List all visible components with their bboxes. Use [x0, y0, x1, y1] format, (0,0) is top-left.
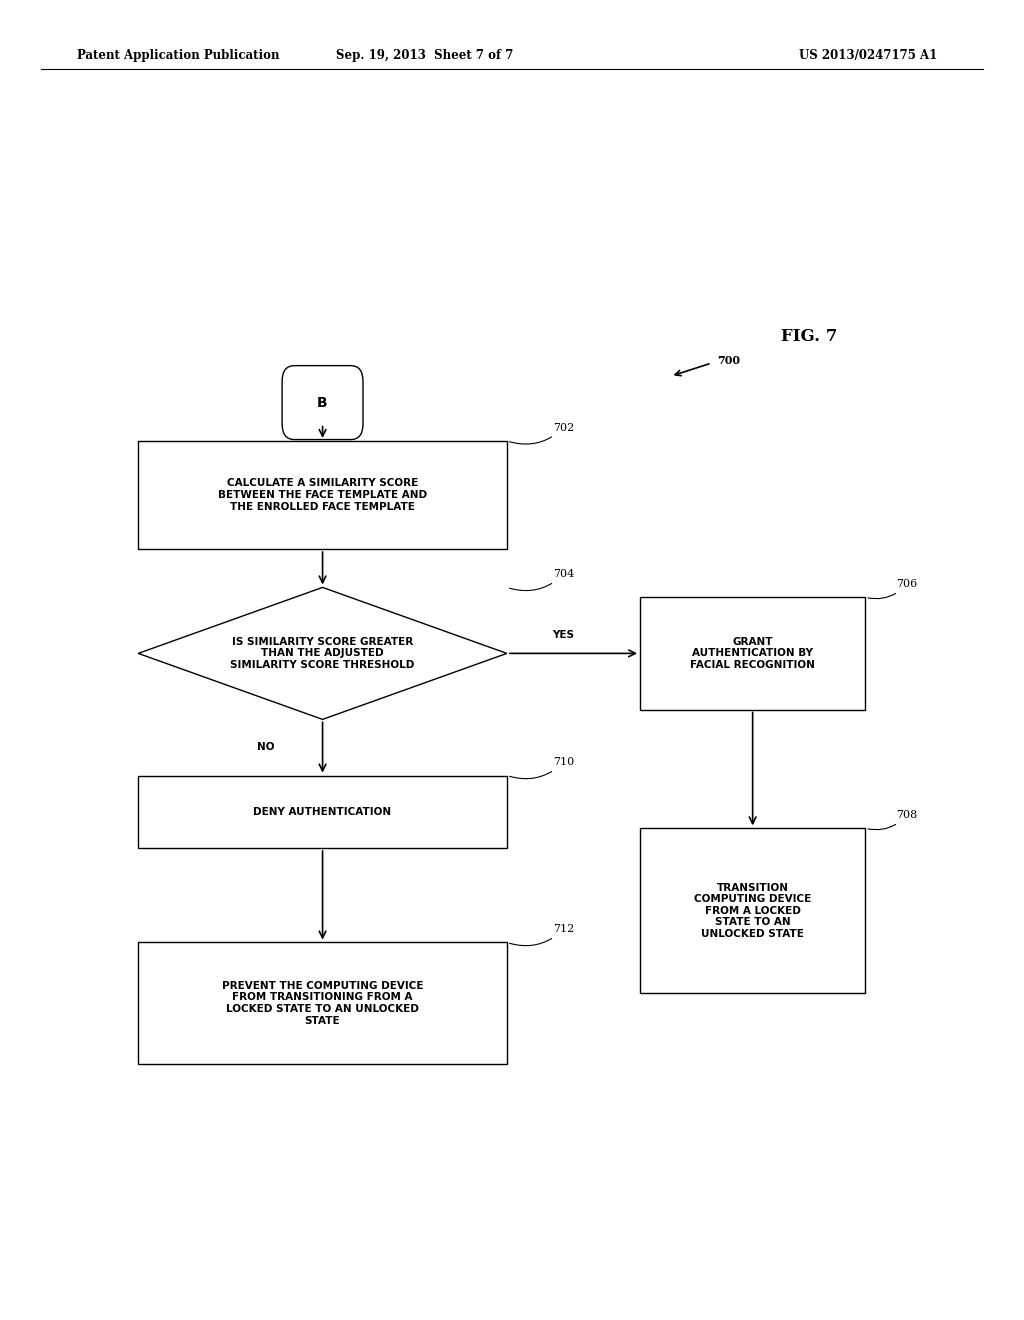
Text: 712: 712: [510, 924, 574, 945]
Text: Sep. 19, 2013  Sheet 7 of 7: Sep. 19, 2013 Sheet 7 of 7: [336, 49, 514, 62]
Text: 700: 700: [717, 355, 739, 366]
FancyBboxPatch shape: [282, 366, 362, 440]
Text: 704: 704: [510, 569, 574, 590]
Text: B: B: [317, 396, 328, 409]
Text: FIG. 7: FIG. 7: [780, 329, 838, 345]
FancyBboxPatch shape: [138, 776, 507, 849]
Text: 706: 706: [868, 579, 918, 599]
Text: YES: YES: [552, 630, 574, 640]
Text: 710: 710: [510, 758, 574, 779]
Text: NO: NO: [257, 742, 275, 752]
FancyBboxPatch shape: [138, 942, 507, 1064]
Text: US 2013/0247175 A1: US 2013/0247175 A1: [799, 49, 937, 62]
Text: PREVENT THE COMPUTING DEVICE
FROM TRANSITIONING FROM A
LOCKED STATE TO AN UNLOCK: PREVENT THE COMPUTING DEVICE FROM TRANSI…: [222, 981, 423, 1026]
Text: 708: 708: [868, 810, 918, 830]
FancyBboxPatch shape: [640, 597, 865, 710]
Text: 702: 702: [510, 422, 574, 444]
Text: CALCULATE A SIMILARITY SCORE
BETWEEN THE FACE TEMPLATE AND
THE ENROLLED FACE TEM: CALCULATE A SIMILARITY SCORE BETWEEN THE…: [218, 478, 427, 512]
FancyBboxPatch shape: [138, 441, 507, 549]
FancyBboxPatch shape: [640, 829, 865, 993]
Text: Patent Application Publication: Patent Application Publication: [77, 49, 280, 62]
Text: IS SIMILARITY SCORE GREATER
THAN THE ADJUSTED
SIMILARITY SCORE THRESHOLD: IS SIMILARITY SCORE GREATER THAN THE ADJ…: [230, 636, 415, 671]
Polygon shape: [138, 587, 507, 719]
Text: TRANSITION
COMPUTING DEVICE
FROM A LOCKED
STATE TO AN
UNLOCKED STATE: TRANSITION COMPUTING DEVICE FROM A LOCKE…: [694, 883, 811, 939]
Text: GRANT
AUTHENTICATION BY
FACIAL RECOGNITION: GRANT AUTHENTICATION BY FACIAL RECOGNITI…: [690, 636, 815, 671]
Text: DENY AUTHENTICATION: DENY AUTHENTICATION: [254, 807, 391, 817]
